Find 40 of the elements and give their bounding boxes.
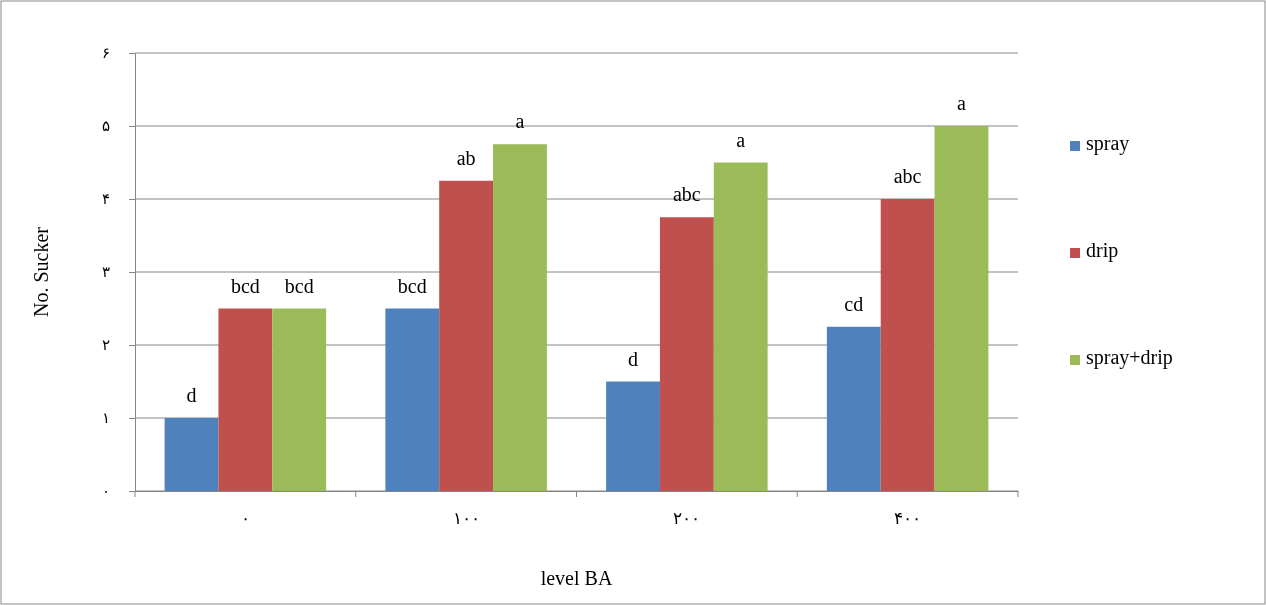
- data-label: abc: [893, 165, 922, 187]
- legend-label: spray+drip: [1086, 346, 1173, 369]
- bar: [164, 418, 219, 491]
- data-label: cd: [844, 292, 864, 315]
- bar: [659, 217, 714, 491]
- x-tick-label: ۰: [240, 509, 250, 528]
- y-axis-title: No. Sucker: [30, 226, 52, 317]
- y-tick-label: ۶: [102, 45, 110, 62]
- y-tick-label: ۱: [102, 410, 110, 427]
- data-label: a: [957, 92, 967, 114]
- bar: [713, 162, 768, 491]
- x-tick-label: ۱۰۰: [452, 509, 480, 528]
- bar: [826, 326, 881, 491]
- data-label: abc: [672, 183, 701, 206]
- bar: [606, 381, 660, 491]
- data-label: bcd: [397, 274, 427, 297]
- y-tick-label: ۳: [102, 264, 110, 281]
- y-tick-label: ۵: [102, 118, 110, 135]
- legend-label: spray: [1086, 132, 1130, 155]
- bar: [934, 126, 989, 491]
- bar: [880, 199, 935, 491]
- bar: [385, 308, 440, 491]
- x-axis-title: level BA: [540, 567, 613, 589]
- bar: [493, 144, 547, 491]
- data-label: bcd: [230, 274, 260, 297]
- bar: [272, 308, 327, 491]
- x-tick-label: ۲۰۰: [673, 509, 701, 528]
- data-label: a: [736, 128, 746, 151]
- data-label: ab: [456, 146, 476, 169]
- data-label: a: [515, 110, 525, 133]
- y-tick-label: ۰: [102, 483, 110, 500]
- bar: [218, 308, 273, 491]
- bar: [439, 180, 494, 491]
- data-label: d: [628, 347, 639, 370]
- y-tick-label: ۲: [102, 337, 110, 354]
- x-tick-label: ۴۰۰: [894, 509, 922, 528]
- data-label: bcd: [284, 274, 314, 297]
- data-label: d: [186, 384, 197, 406]
- legend-label: drip: [1086, 239, 1119, 262]
- y-tick-label: ۴: [102, 191, 110, 208]
